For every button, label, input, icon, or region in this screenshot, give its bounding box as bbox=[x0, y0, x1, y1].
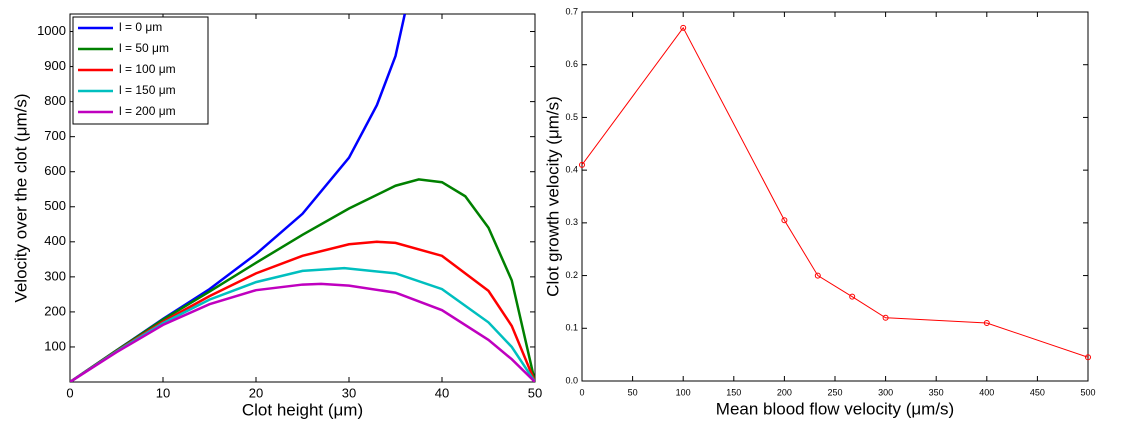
marker bbox=[814, 272, 821, 279]
line bbox=[582, 26, 1088, 358]
y-tick-label: 0.2 bbox=[565, 270, 578, 280]
marker bbox=[579, 161, 585, 168]
x-tick-label: 20 bbox=[249, 385, 263, 400]
x-tick-label: 300 bbox=[878, 387, 893, 397]
plot: 0 50 100 150 200 250 300 350 400 450 500 0.0 0.1 0.2 0… bbox=[543, 6, 1095, 418]
line bbox=[70, 178, 535, 382]
y-tick-label: 400 bbox=[44, 233, 66, 248]
y-tick-label: 700 bbox=[44, 128, 66, 143]
marker bbox=[882, 314, 889, 321]
y-tick-label: 200 bbox=[44, 303, 66, 318]
marker bbox=[983, 320, 990, 327]
y-tick-label: 1000 bbox=[37, 23, 66, 38]
x-tick-label: 350 bbox=[929, 387, 944, 397]
legend-label: l = 150 μm bbox=[119, 83, 176, 97]
x-tick-label: 150 bbox=[726, 387, 741, 397]
y-axis-label: Clot growth velocity (μm/s) bbox=[543, 96, 562, 297]
x-tick-label: 450 bbox=[1030, 387, 1045, 397]
x-axis-label: Clot height (μm) bbox=[242, 400, 363, 419]
x-axis-label: Mean blood flow velocity (μm/s) bbox=[716, 399, 954, 418]
x-tick-label: 50 bbox=[628, 387, 638, 397]
marker bbox=[781, 217, 788, 224]
x-tick-label: 50 bbox=[528, 385, 542, 400]
marker bbox=[1085, 354, 1091, 361]
plot: 0 10 20 30 40 50 100 200 300 400 500 600 700 800 900 10… bbox=[11, 13, 542, 419]
line bbox=[70, 266, 535, 382]
x-tick-label: 500 bbox=[1080, 387, 1095, 397]
x-tick-label: 0 bbox=[579, 387, 584, 397]
y-tick-label: 900 bbox=[44, 58, 66, 73]
y-tick-label: 100 bbox=[44, 338, 66, 353]
marker bbox=[680, 24, 687, 31]
legend-label: l = 100 μm bbox=[119, 62, 176, 76]
y-tick-label: 600 bbox=[44, 163, 66, 178]
legend-label: l = 200 μm bbox=[119, 104, 176, 118]
marker bbox=[849, 293, 856, 300]
x-tick-label: 10 bbox=[156, 385, 170, 400]
x-tick-label: 100 bbox=[676, 387, 691, 397]
x-tick-label: 40 bbox=[435, 385, 449, 400]
line bbox=[70, 282, 535, 382]
x-tick-label: 400 bbox=[979, 387, 994, 397]
y-tick-label: 0.0 bbox=[565, 375, 578, 385]
legend-label: l = 50 μm bbox=[119, 41, 169, 55]
y-tick-label: 500 bbox=[44, 198, 66, 213]
line bbox=[70, 240, 535, 382]
x-tick-label: 250 bbox=[827, 387, 842, 397]
y-tick-label: 0.6 bbox=[565, 59, 578, 69]
y-tick-label: 0.4 bbox=[565, 165, 578, 175]
y-tick-label: 300 bbox=[44, 268, 66, 283]
x-tick-label: 30 bbox=[342, 385, 356, 400]
y-tick-label: 0.3 bbox=[565, 217, 578, 227]
y-tick-label: 0.5 bbox=[565, 112, 578, 122]
y-tick-label: 0.1 bbox=[565, 323, 578, 333]
legend-label: l = 0 μm bbox=[119, 20, 162, 34]
plot-area bbox=[581, 11, 1089, 382]
x-tick-label: 0 bbox=[66, 385, 73, 400]
x-tick-label: 200 bbox=[777, 387, 792, 397]
y-tick-label: 0.7 bbox=[565, 6, 578, 16]
y-tick-label: 800 bbox=[44, 93, 66, 108]
y-axis-label: Velocity over the clot (μm/s) bbox=[11, 93, 30, 302]
